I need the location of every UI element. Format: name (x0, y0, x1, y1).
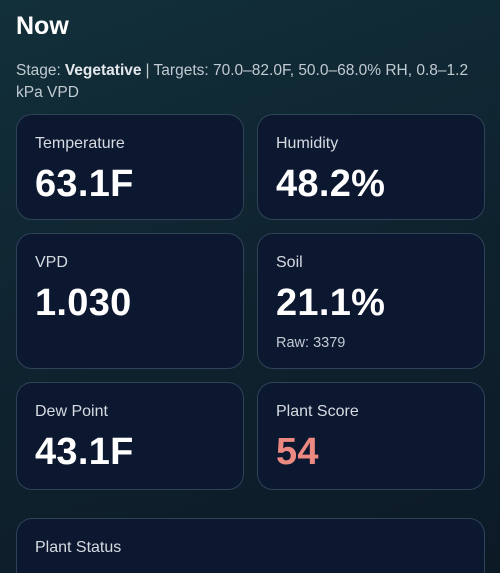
metric-card[interactable]: Temperature 63.1F (16, 114, 244, 220)
card-value: 54 (276, 431, 319, 473)
stage-info: Stage: Vegetative | Targets: 70.0–82.0F, 5… (16, 60, 476, 104)
page-title: Now (16, 12, 69, 40)
metric-card[interactable]: VPD 1.030 (16, 233, 244, 369)
card-value: 43.1F (35, 431, 134, 473)
card-raw: Raw: 3379 (276, 335, 346, 351)
metric-card[interactable]: Soil 21.1% Raw: 3379 (257, 233, 485, 369)
card-label: Plant Score (276, 403, 359, 420)
status-card[interactable]: Plant Status (16, 518, 485, 573)
metric-card[interactable]: Dew Point 43.1F (16, 382, 244, 490)
card-value: 21.1% (276, 282, 386, 324)
card-label: Soil (276, 254, 303, 271)
card-label: Dew Point (35, 403, 108, 420)
stage-value: Vegetative (64, 62, 142, 79)
card-label: Temperature (35, 135, 125, 152)
metric-card[interactable]: Plant Score 54 (257, 382, 485, 490)
stage-label: Stage: (16, 62, 61, 79)
metric-card[interactable]: Humidity 48.2% (257, 114, 485, 220)
card-label: VPD (35, 254, 68, 271)
card-value: 48.2% (276, 163, 386, 205)
card-label: Humidity (276, 135, 339, 152)
card-label: Plant Status (35, 539, 122, 556)
targets: | Targets: 70.0–82.0F, 50.0–68.0% RH, 0.… (16, 62, 469, 101)
card-value: 63.1F (35, 163, 134, 205)
card-value: 1.030 (35, 282, 132, 324)
